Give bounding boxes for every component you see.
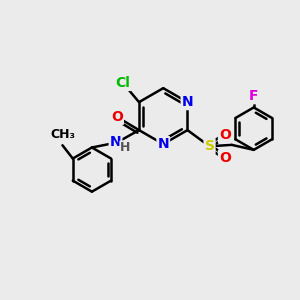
Text: CH₃: CH₃ [50,128,75,141]
Text: N: N [182,95,193,109]
Text: O: O [219,151,231,164]
Text: O: O [111,110,123,124]
Text: Cl: Cl [116,76,130,90]
Text: F: F [249,89,259,103]
Text: N: N [158,137,169,151]
Text: O: O [219,128,231,142]
Text: S: S [205,139,214,153]
Text: N: N [110,135,121,149]
Text: H: H [120,141,130,154]
